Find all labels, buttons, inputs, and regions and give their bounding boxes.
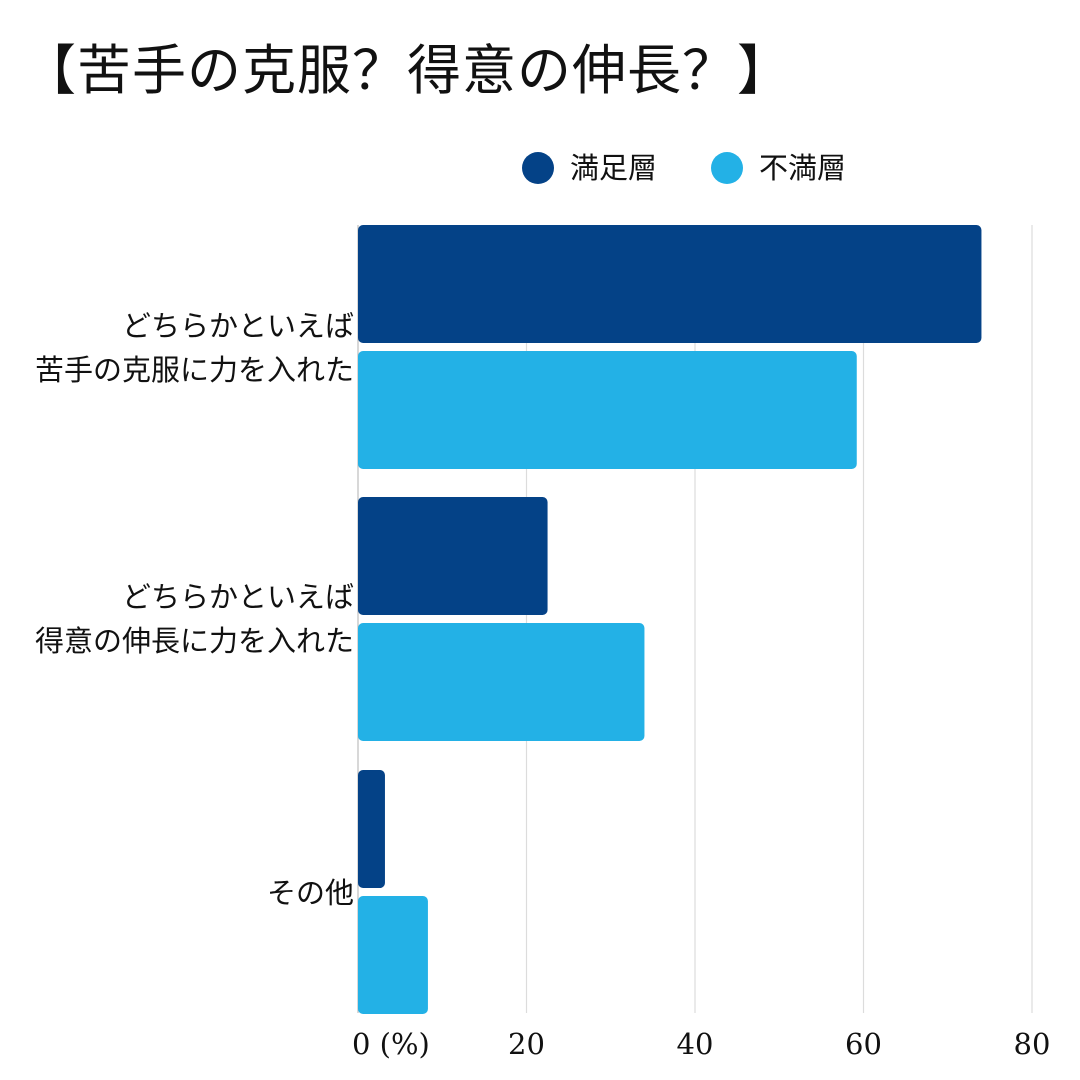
category-label-strength: どちらかといえば 得意の伸長に力を入れた: [0, 575, 354, 663]
legend: 満足層 不満層: [522, 150, 846, 186]
x-tick-label-80: 80: [1014, 1027, 1051, 1061]
category-label-weakness-line1: どちらかといえば: [121, 309, 354, 343]
bar-satisfied-0: [358, 225, 982, 343]
bar-unsatisfied-0: [358, 351, 857, 469]
category-label-strength-line1: どちらかといえば: [121, 580, 354, 614]
category-label-weakness-line2: 苦手の克服に力を入れた: [34, 353, 354, 387]
chart-title: 【苦手の克服？得意の伸長？】: [22, 39, 792, 102]
x-tick-label-40: 40: [677, 1027, 714, 1061]
bar-unsatisfied-1: [358, 623, 645, 741]
bar-satisfied-1: [358, 497, 548, 615]
legend-swatch-satisfied: [522, 152, 554, 184]
x-tick-label-60: 60: [845, 1027, 882, 1061]
legend-label-unsatisfied: 不満層: [759, 151, 847, 185]
x-tick-label-20: 20: [508, 1027, 545, 1061]
bar-unsatisfied-2: [358, 896, 428, 1014]
x-tick-label-0: 0 (%): [352, 1027, 430, 1061]
bar-satisfied-2: [358, 770, 385, 888]
legend-swatch-unsatisfied: [711, 152, 744, 184]
category-label-other: その他: [0, 871, 354, 915]
category-label-other-line1: その他: [266, 876, 354, 910]
legend-item-satisfied: 満足層: [522, 150, 657, 186]
legend-item-unsatisfied: 不満層: [711, 150, 846, 186]
category-label-strength-line2: 得意の伸長に力を入れた: [34, 624, 354, 658]
legend-label-satisfied: 満足層: [570, 151, 658, 185]
category-label-weakness: どちらかといえば 苦手の克服に力を入れた: [0, 304, 354, 392]
